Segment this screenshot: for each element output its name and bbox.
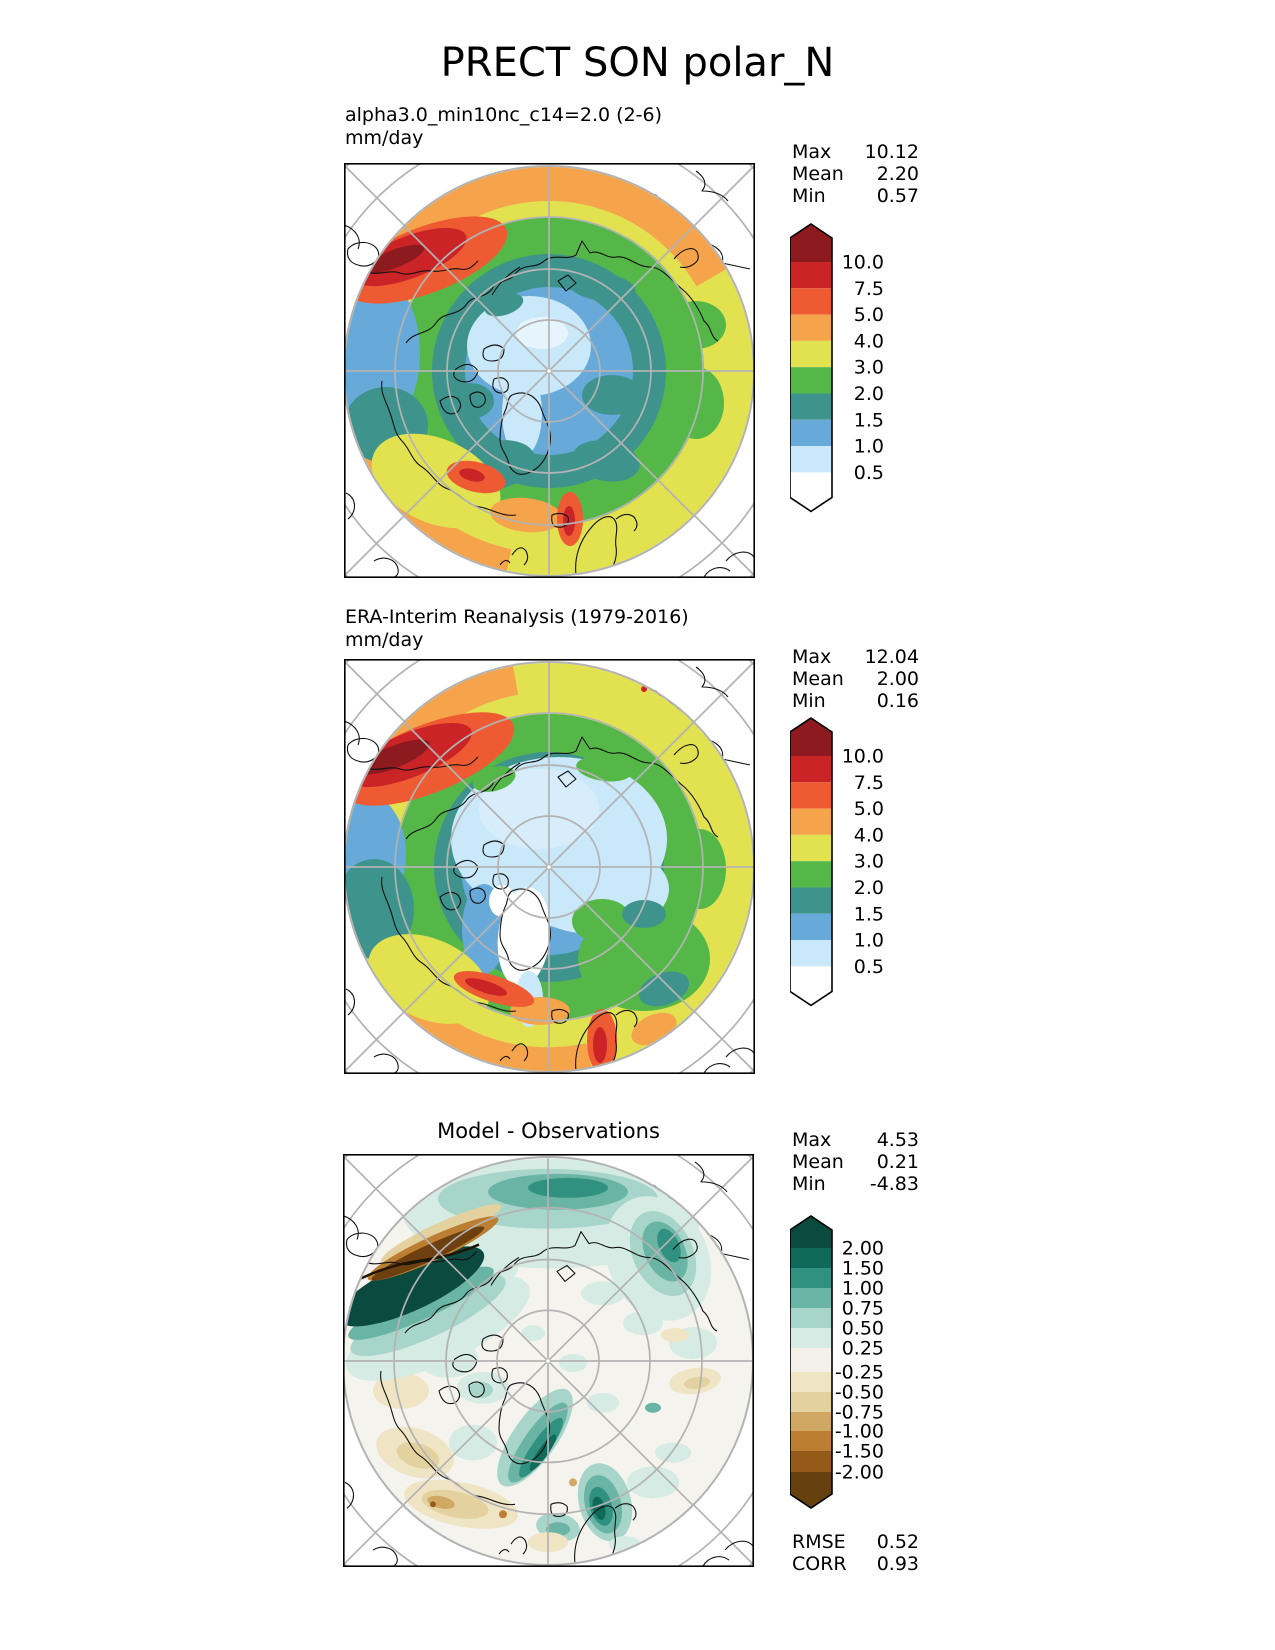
stat-value: 0.16	[876, 690, 919, 712]
colorbar-tick-label: 7.5	[854, 278, 884, 300]
colorbar-tick-label: 3.0	[854, 357, 884, 379]
colorbar-tick-label: 2.0	[854, 383, 884, 405]
panel1-units: mm/day	[345, 127, 424, 149]
stat-label: CORR	[792, 1553, 847, 1575]
colorbar-tick-label: 5.0	[854, 798, 884, 820]
map-difference	[343, 1154, 754, 1567]
stat-value: 2.20	[876, 163, 919, 185]
panel2-units: mm/day	[345, 629, 424, 651]
colorbar-tick-label: -1.00	[835, 1421, 884, 1443]
stat-value: 0.52	[876, 1531, 919, 1553]
colorbar-tick-label: 2.0	[854, 877, 884, 899]
colorbar-svg: 2.001.501.000.750.500.25-0.25-0.50-0.75-…	[789, 1215, 884, 1509]
stat-label: Min	[792, 690, 826, 712]
stat-value: 0.57	[876, 185, 919, 207]
colorbar-tick-label: 10.0	[842, 251, 884, 273]
panel3-title: Model - Observations	[437, 1119, 660, 1143]
stat-row: Max 4.53	[792, 1129, 919, 1151]
stat-row: CORR 0.93	[792, 1553, 919, 1575]
colorbar-tick-label: 7.5	[854, 772, 884, 794]
panel1-stats: Max 10.12 Mean 2.20 Min 0.57	[792, 141, 919, 207]
colorbar-tick-label: 0.25	[842, 1338, 884, 1360]
colorbar-svg: 10.0 7.5 5.0 4.0 3.0 2.0 1.5 1.0 0.5	[789, 223, 884, 513]
stat-row: RMSE 0.52	[792, 1531, 919, 1553]
stat-row: Min -4.83	[792, 1173, 919, 1195]
stat-row: Max 10.12	[792, 141, 919, 163]
colorbar-tick-label: 10.0	[842, 745, 884, 767]
colorbar-tick-label: 1.0	[854, 930, 884, 952]
colorbar-tick-label: 1.5	[854, 903, 884, 925]
figure-title: PRECT SON polar_N	[440, 40, 835, 86]
stat-row: Min 0.16	[792, 690, 919, 712]
colorbar-tick-label: -2.00	[835, 1462, 884, 1484]
colorbar-tick-label: 1.00	[842, 1278, 884, 1300]
stat-row: Min 0.57	[792, 185, 919, 207]
colorbar-difference: 2.00 1.50 1.00 0.75 0.50 0.25 -0.25 -0.50 -0.75-…	[789, 1215, 920, 1514]
colorbar-tick-label: 5.0	[854, 304, 884, 326]
stat-value: 0.21	[876, 1151, 919, 1173]
stat-label: Max	[792, 141, 832, 163]
colorbar-tick-label: 0.75	[842, 1298, 884, 1320]
panel3-skill-stats: RMSE 0.52 CORR 0.93	[792, 1531, 919, 1575]
panel2-stats: Max 12.04 Mean 2.00 Min 0.16	[792, 646, 919, 712]
stat-label: Min	[792, 1173, 826, 1195]
stat-row: Mean 2.20	[792, 163, 919, 185]
colorbar-tick-label: 1.50	[842, 1258, 884, 1280]
colorbar-tick-label: 4.0	[854, 330, 884, 352]
colorbar-tick-label: 4.0	[854, 824, 884, 846]
colorbar-tick-label: 1.5	[854, 409, 884, 431]
colorbar-tick-label: -0.75	[835, 1402, 884, 1424]
stat-label: Mean	[792, 668, 844, 690]
stat-label: Max	[792, 1129, 832, 1151]
colorbar-tick-label: 0.5	[854, 956, 884, 978]
stat-value: 4.53	[876, 1129, 919, 1151]
panel1-subtitle: alpha3.0_min10nc_c14=2.0 (2-6) mm/day	[345, 104, 662, 150]
colorbar-tick-label: -0.25	[835, 1362, 884, 1384]
colorbar-observations: 10.0 7.5 5.0 4.0 3.0 2.0 1.5 1.0 0.5	[789, 717, 920, 1011]
stat-label: Max	[792, 646, 832, 668]
stat-value: -4.83	[869, 1173, 919, 1195]
colorbar-tick-label: -0.50	[835, 1382, 884, 1404]
stat-row: Max 12.04	[792, 646, 919, 668]
map-model	[344, 163, 755, 578]
stat-label: Mean	[792, 163, 844, 185]
colorbar-tick-label: 0.5	[854, 462, 884, 484]
colorbar-tick-label: 1.0	[854, 436, 884, 458]
stat-label: Min	[792, 185, 826, 207]
panel2-subtitle: ERA-Interim Reanalysis (1979-2016) mm/da…	[345, 606, 689, 652]
stat-row: Mean 0.21	[792, 1151, 919, 1173]
stat-label: Mean	[792, 1151, 844, 1173]
panel1-title: alpha3.0_min10nc_c14=2.0 (2-6)	[345, 104, 663, 126]
stat-value: 12.04	[864, 646, 919, 668]
stat-label: RMSE	[792, 1531, 846, 1553]
stat-value: 2.00	[876, 668, 919, 690]
stat-value: 0.93	[876, 1553, 919, 1575]
colorbar-tick-label: 0.50	[842, 1318, 884, 1340]
stat-row: Mean 2.00	[792, 668, 919, 690]
colorbar-tick-label: 2.00	[842, 1238, 884, 1260]
colorbar-tick-label: -1.50	[835, 1441, 884, 1463]
panel2-title: ERA-Interim Reanalysis (1979-2016)	[345, 606, 689, 628]
panel3-stats: Max 4.53 Mean 0.21 Min -4.83	[792, 1129, 919, 1195]
colorbar-model: 10.0 7.5 5.0 4.0 3.0 2.0 1.5 1.0 0.5	[789, 223, 920, 517]
colorbar-svg: 10.0 7.5 5.0 4.0 3.0 2.0 1.5 1.0 0.5	[789, 717, 884, 1007]
map-observations	[344, 659, 755, 1074]
stat-value: 10.12	[864, 141, 919, 163]
colorbar-tick-label: 3.0	[854, 851, 884, 873]
